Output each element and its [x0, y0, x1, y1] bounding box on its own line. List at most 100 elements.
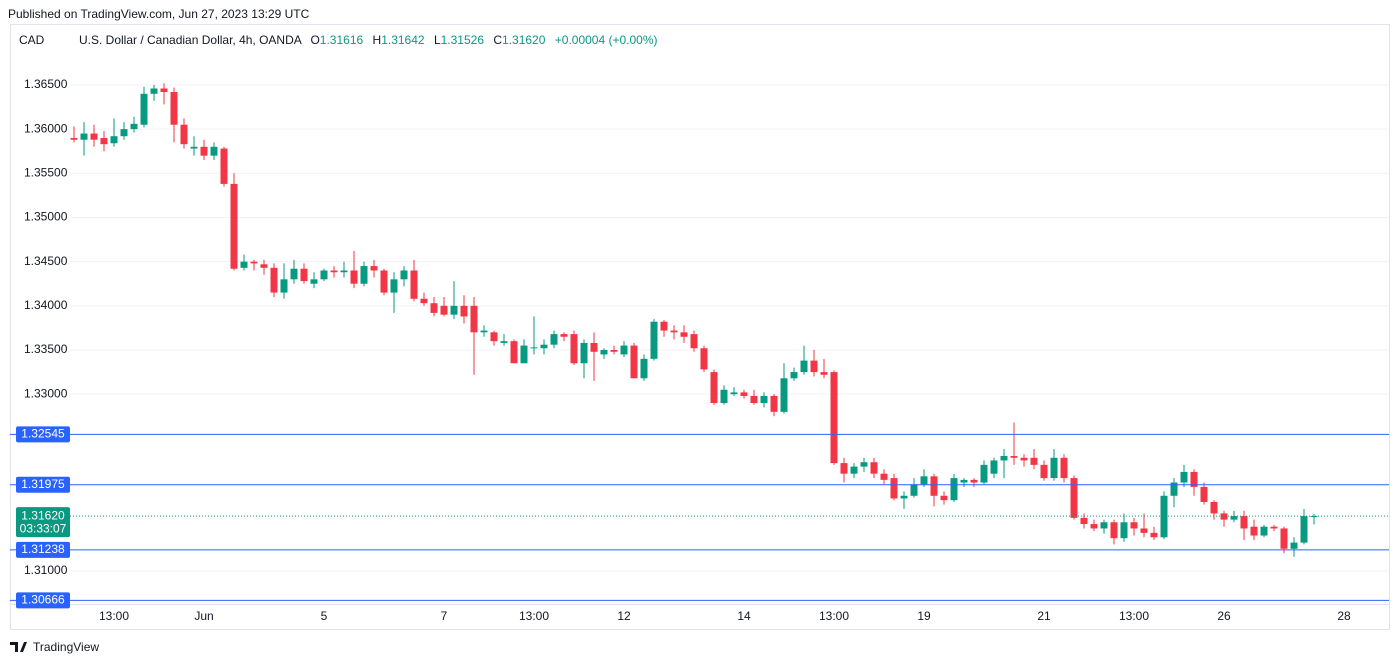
candle-body: [770, 395, 778, 412]
candle-body: [430, 303, 438, 313]
candle-body: [220, 148, 228, 184]
candle-body: [560, 334, 568, 337]
candle-body: [90, 133, 98, 140]
candle-body: [440, 305, 448, 315]
x-tick-label: 26: [1217, 609, 1231, 623]
y-tick-label: 1.34500: [24, 254, 68, 268]
legend-key: O: [310, 33, 319, 47]
candle-body: [160, 88, 168, 93]
legend-value: 1.31616: [320, 33, 364, 47]
candle-body: [190, 146, 198, 149]
y-tick-label: 1.31000: [24, 563, 68, 577]
price-label-box: [16, 541, 70, 558]
price-label: 1.31975: [21, 477, 65, 491]
candle-body: [1130, 522, 1138, 529]
candle-body: [720, 389, 728, 404]
candle-body: [590, 342, 598, 352]
candle-body: [1020, 457, 1028, 461]
candle-body: [200, 146, 208, 156]
candle-body: [470, 305, 478, 333]
candle-body: [490, 332, 498, 342]
x-tick-label: 21: [1037, 609, 1051, 623]
candle-body: [1230, 516, 1238, 520]
candle-body: [360, 266, 368, 284]
candle-body: [340, 270, 348, 273]
candle-body: [1060, 457, 1068, 479]
candle-body: [660, 321, 668, 331]
candle-body: [450, 305, 458, 315]
candle-body: [390, 279, 398, 293]
candle-body: [1140, 528, 1148, 533]
candle-body: [870, 462, 878, 474]
candle-body: [1250, 526, 1258, 536]
candle-body: [980, 464, 988, 483]
legend-change: +0.00004 (+0.00%): [555, 33, 658, 47]
candle-body: [1100, 522, 1108, 529]
candle-body: [1260, 526, 1268, 536]
price-label: 1.32545: [21, 427, 65, 441]
x-tick-label: 13:00: [99, 609, 129, 623]
candle-body: [1310, 516, 1318, 518]
x-tick-label: 13:00: [519, 609, 549, 623]
candle-body: [730, 392, 738, 395]
candle-body: [990, 460, 998, 474]
candle-body: [630, 345, 638, 379]
y-tick-label: 1.35500: [24, 165, 68, 179]
candle-body: [1160, 495, 1168, 538]
candle-body: [850, 466, 858, 474]
y-tick-label: 1.34000: [24, 298, 68, 312]
candle-body: [270, 267, 278, 293]
candle-body: [900, 495, 908, 499]
x-tick-label: 12: [617, 609, 631, 623]
candle-body: [790, 372, 798, 379]
published-note: Published on TradingView.com, Jun 27, 20…: [8, 7, 310, 21]
candle-body: [640, 358, 648, 379]
candle-body: [1010, 456, 1018, 458]
candle-body: [820, 372, 828, 375]
candle-body: [1090, 524, 1098, 529]
candle-body: [310, 279, 318, 284]
x-tick-label: 13:00: [819, 609, 849, 623]
candle-body: [830, 372, 838, 464]
candle-body: [1040, 464, 1048, 479]
candle-body: [370, 266, 378, 271]
y-tick-label: 1.33000: [24, 386, 68, 400]
price-label-box: [16, 592, 70, 609]
candle-body: [500, 341, 508, 343]
candle-body: [610, 350, 618, 352]
candle-body: [1210, 501, 1218, 514]
candle-body: [930, 476, 938, 496]
candle-body: [1240, 516, 1248, 529]
candle-body: [550, 334, 558, 345]
legend-value: 1.31642: [381, 33, 425, 47]
candle-body: [320, 270, 328, 280]
x-tick-label: 19: [917, 609, 931, 623]
candle-body: [1200, 486, 1208, 502]
legend-key: C: [493, 33, 502, 47]
price-label: 1.30666: [21, 593, 65, 607]
candle-body: [1270, 526, 1278, 529]
candle-body: [780, 378, 788, 412]
y-tick-label: 1.35000: [24, 210, 68, 224]
footer-text: TradingView: [33, 640, 99, 654]
candle-body: [70, 137, 78, 140]
candle-body: [300, 268, 308, 282]
candle-body: [750, 395, 758, 404]
x-tick-label: 14: [737, 609, 751, 623]
y-tick-label: 1.36000: [24, 121, 68, 135]
candle-body: [540, 344, 548, 349]
candle-body: [210, 146, 218, 156]
candle-body: [840, 463, 848, 474]
candle-body: [170, 92, 178, 125]
x-tick-label: 5: [321, 609, 328, 623]
candle-body: [260, 264, 268, 268]
last-price-box: [16, 507, 70, 538]
candle-body: [330, 270, 338, 273]
candle-body: [910, 484, 918, 496]
currency-label: CAD: [19, 33, 45, 47]
y-tick-label: 1.33500: [24, 342, 68, 356]
candle-body: [890, 478, 898, 499]
countdown-label: 03:33:07: [20, 521, 67, 535]
last-price-label: 1.31620: [21, 508, 65, 522]
candle-body: [670, 330, 678, 333]
